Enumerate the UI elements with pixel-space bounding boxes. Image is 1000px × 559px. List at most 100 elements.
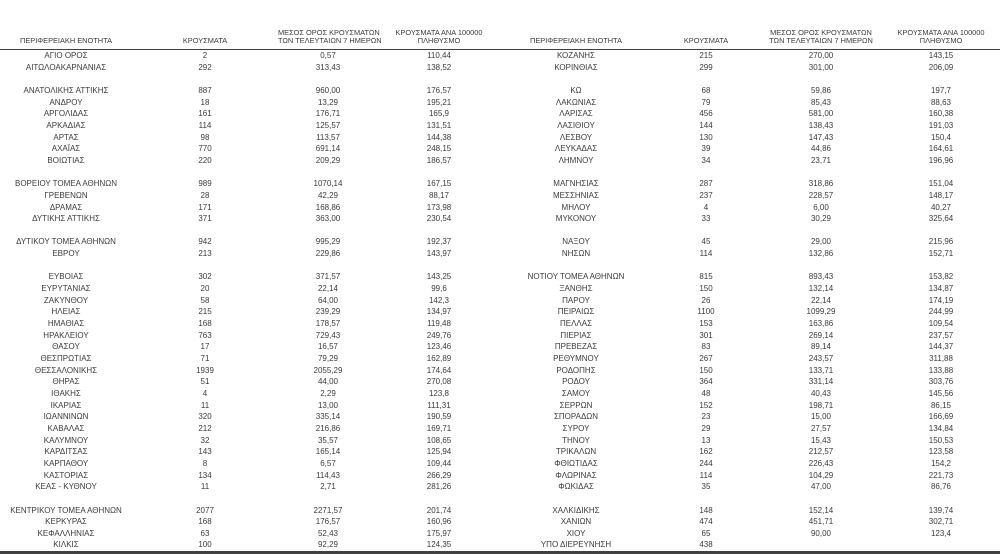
avg7-cell: 42,29 [317, 190, 339, 200]
avg7-cell: 47,00 [810, 482, 832, 492]
avg7-cell: 52,43 [317, 528, 339, 538]
cases-cell: 213 [198, 249, 212, 259]
region-cell [0, 73, 132, 85]
per100k-cell: 176,57 [426, 85, 452, 95]
region-cell [500, 225, 652, 237]
table-row: ΥΠΟ ΔΙΕΡΕΥΝΗΣΗ 438 [500, 539, 1000, 552]
avg7-cell: 15,00 [810, 412, 832, 422]
cases-cell: 215 [699, 51, 713, 60]
per100k-cell: 201,74 [426, 505, 452, 515]
avg7-cell: 243,57 [808, 354, 834, 363]
table-row: ΛΗΜΝΟΥ 34 23,71 196,96 [500, 155, 1000, 167]
table-row: ΚΑΒΑΛΑΣ 212 216,86 169,71 [0, 423, 500, 435]
avg7-cell: 995,29 [315, 237, 341, 247]
avg7-cell: 6,00 [813, 202, 829, 212]
per100k-cell: 230,54 [426, 214, 452, 224]
table-row: ΚΕΦΑΛΛΗΝΙΑΣ 63 52,43 175,97 [0, 528, 500, 540]
region-cell [0, 260, 132, 272]
per100k-cell [882, 493, 1000, 505]
region-cell: ΛΕΥΚΑΔΑΣ [554, 144, 598, 154]
per100k-cell: 150,4 [930, 132, 952, 142]
avg7-cell: 30,29 [810, 214, 832, 224]
table-row: ΑΝΔΡΟΥ 18 13,29 195,21 [0, 97, 500, 109]
spacer-row [0, 225, 500, 237]
table-row: ΛΕΣΒΟΥ 130 147,43 150,4 [500, 132, 1000, 144]
table-row: ΧΙΟΥ 65 90,00 123,4 [500, 528, 1000, 540]
cases-cell: 114 [699, 470, 713, 480]
region-cell: ΦΩΚΙΔΑΣ [558, 482, 594, 492]
cases-cell: 18 [200, 97, 210, 107]
table-row: ΘΕΣΣΑΛΟΝΙΚΗΣ 1939 2055,29 174,64 [0, 365, 500, 377]
avg7-cell: 16,57 [317, 342, 339, 352]
avg7-cell: 301,00 [808, 62, 834, 72]
table-body-right: ΚΟΖΑΝΗΣ 215 270,00 143,15 ΚΟΡΙΝΘΙΑΣ 299 301,00… [500, 50, 1000, 553]
avg7-cell: 132,14 [808, 284, 834, 294]
table-row: ΚΑΣΤΟΡΙΑΣ 134 114,43 266,29 [0, 470, 500, 482]
table-row: ΤΡΙΚΑΛΩΝ 162 212,57 123,58 [500, 446, 1000, 458]
table-row: ΗΡΑΚΛΕΙΟΥ 763 729,43 249,76 [0, 330, 500, 342]
per100k-cell: 249,76 [426, 330, 452, 340]
cases-cell: 237 [699, 190, 713, 200]
per100k-cell: 165,9 [428, 109, 450, 119]
cases-cell: 161 [198, 109, 212, 119]
per100k-cell: 88,63 [930, 97, 952, 107]
region-cell: ΣΑΜΟΥ [561, 388, 591, 398]
region-cell: ΜΕΣΣΗΝΙΑΣ [553, 190, 599, 200]
region-cell: ΑΧΑΪΑΣ [51, 144, 81, 154]
table-row: ΗΛΕΙΑΣ 215 239,29 134,97 [0, 306, 500, 318]
per100k-cell: 150,53 [928, 435, 954, 445]
cases-cell: 2077 [196, 505, 214, 515]
cases-cell: 134 [198, 470, 212, 480]
per100k-cell: 125,94 [426, 447, 452, 457]
per100k-cell: 196,96 [928, 155, 954, 165]
cases-cell [132, 493, 278, 505]
table-row: ΑΡΚΑΔΙΑΣ 114 125,57 131,51 [0, 120, 500, 132]
per100k-cell: 325,64 [928, 214, 954, 224]
table-row: ΡΕΘΥΜΝΟΥ 267 243,57 311,88 [500, 353, 1000, 365]
cases-cell: 13 [701, 435, 711, 445]
per100k-cell: 134,87 [928, 284, 954, 294]
cases-cell: 51 [200, 377, 210, 387]
col-header-per100k-line2: ΠΛΗΘΥΣΜΟ [417, 36, 461, 46]
avg7-cell: 85,43 [810, 97, 832, 107]
per100k-cell: 138,52 [426, 62, 452, 72]
table-body-left: ΑΓΙΟ ΟΡΟΣ 2 0,57 110,44 ΑΙΤΩΛΟΑΚΑΡΝΑΝΙΑΣ 292 3… [0, 50, 500, 553]
avg7-cell: 15,43 [810, 435, 832, 445]
cases-table-right: ΠΕΡΙΦΕΡΕΙΑΚΗ ΕΝΟΤΗΤΑ ΚΡΟΥΣΜΑΤΑ ΜΕΣΟΣ ΟΡΟ… [500, 0, 1000, 555]
region-cell: ΘΕΣΠΡΩΤΙΑΣ [40, 354, 92, 363]
per100k-cell: 109,54 [928, 319, 954, 329]
per100k-cell: 266,29 [426, 470, 452, 480]
table-row: ΖΑΚΥΝΘΟΥ 58 64,00 142,3 [0, 295, 500, 307]
per100k-cell: 123,46 [426, 342, 452, 352]
spacer-row [500, 167, 1000, 179]
cases-cell: 371 [198, 214, 212, 224]
region-cell: ΚΑΣΤΟΡΙΑΣ [43, 470, 89, 480]
table-row: ΘΕΣΠΡΩΤΙΑΣ 71 79,29 162,89 [0, 353, 500, 365]
region-cell: ΛΑΡΙΣΑΣ [559, 109, 593, 119]
cases-cell: 148 [699, 505, 713, 515]
cases-cell: 98 [200, 132, 210, 142]
table-row: ΝΟΤΙΟΥ ΤΟΜΕΑ ΑΘΗΝΩΝ 815 893,43 153,82 [500, 271, 1000, 283]
avg7-cell: 176,57 [315, 517, 341, 527]
avg7-cell [278, 225, 378, 237]
cases-cell: 114 [198, 120, 212, 130]
col-header-per100k: ΚΡΟΥΣΜΑΤΑ ΑΝΑ 100000 ΠΛΗΘΥΣΜΟ [882, 0, 1000, 50]
per100k-cell: 244,99 [928, 307, 954, 317]
cases-cell: 48 [701, 388, 711, 398]
cases-cell: 11 [200, 400, 210, 410]
per100k-cell: 302,71 [928, 517, 954, 527]
cases-cell: 299 [699, 62, 713, 72]
table-row: ΚΟΖΑΝΗΣ 215 270,00 143,15 [500, 50, 1000, 62]
per100k-cell: 206,09 [928, 62, 954, 72]
per100k-cell: 143,97 [426, 249, 452, 259]
cases-cell: 130 [699, 132, 713, 142]
region-cell: ΡΟΔΟΠΗΣ [556, 365, 596, 375]
per100k-cell: 123,4 [930, 528, 952, 538]
col-header-cases: ΚΡΟΥΣΜΑΤΑ [652, 0, 760, 50]
col-header-per100k-line2: ΠΛΗΘΥΣΜΟ [919, 36, 963, 46]
avg7-cell: 0,57 [320, 51, 336, 60]
spacer-row [500, 260, 1000, 272]
table-row: ΠΡΕΒΕΖΑΣ 83 89,14 144,37 [500, 341, 1000, 353]
